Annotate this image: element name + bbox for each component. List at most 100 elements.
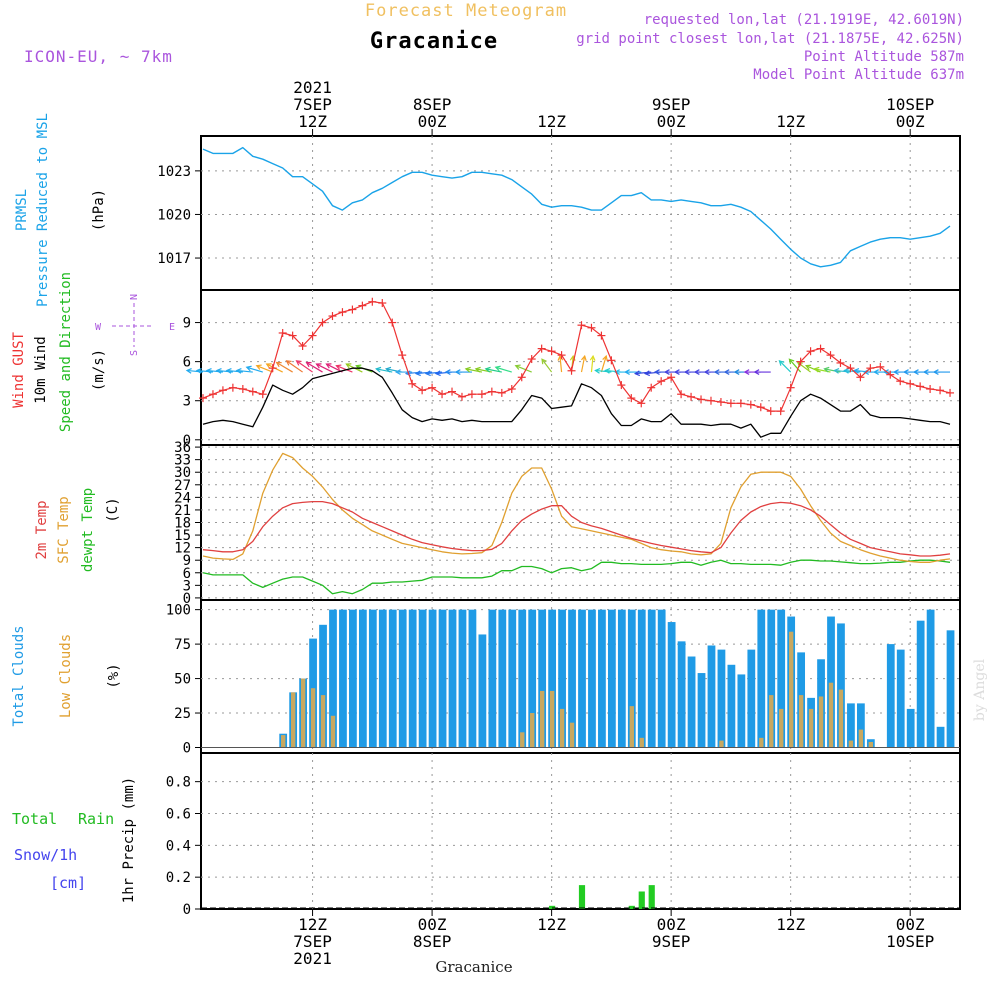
arrow-head bbox=[602, 354, 608, 362]
arrow-head bbox=[723, 369, 730, 375]
arrow-shaft bbox=[590, 355, 594, 373]
wind-label-10m: 10m Wind bbox=[33, 336, 49, 403]
compass-south: S bbox=[129, 350, 140, 356]
total-cloud-bar bbox=[657, 609, 666, 748]
wind-direction-arrow bbox=[633, 370, 652, 377]
location-title: Gracanice bbox=[370, 29, 498, 54]
y-tick-label: 9 bbox=[183, 316, 191, 332]
arrow-shaft bbox=[824, 368, 841, 373]
gust-marker bbox=[428, 383, 437, 392]
gust-marker bbox=[587, 323, 596, 332]
gust-marker bbox=[358, 301, 367, 310]
arrow-shaft bbox=[256, 365, 273, 373]
wind-direction-arrow bbox=[843, 367, 861, 374]
y-tick-label: 6 bbox=[183, 566, 191, 582]
y-tick-label: 15 bbox=[174, 528, 191, 544]
wind-label-gust: Wind GUST bbox=[11, 332, 27, 408]
total-cloud-bar bbox=[538, 609, 547, 748]
arrow-head bbox=[873, 369, 879, 375]
gust-marker bbox=[607, 356, 616, 365]
wind-direction-arrow bbox=[823, 366, 841, 373]
gust-marker bbox=[457, 392, 466, 401]
arrow-head bbox=[345, 363, 352, 369]
low-cloud-bar bbox=[281, 735, 286, 748]
arrow-head bbox=[653, 369, 660, 375]
gust-marker bbox=[328, 312, 337, 321]
panel-frame bbox=[200, 135, 961, 291]
total-cloud-bar bbox=[578, 609, 586, 748]
arrow-shaft bbox=[316, 363, 333, 373]
arrow-head bbox=[514, 364, 521, 370]
total-cloud-bar bbox=[837, 623, 845, 748]
arrow-head bbox=[892, 369, 899, 375]
arrow-head bbox=[464, 366, 471, 373]
top-time-label: 12Z bbox=[776, 112, 805, 131]
watermark: by Angel bbox=[972, 658, 988, 721]
arrow-shaft bbox=[286, 360, 303, 373]
arrow-shaft bbox=[296, 360, 313, 373]
total-cloud-bar bbox=[827, 616, 835, 748]
wind-direction-arrow bbox=[275, 361, 293, 373]
wind-direction-arrow bbox=[245, 365, 263, 373]
arrow-shaft bbox=[336, 365, 353, 373]
y-tick-label: 0.8 bbox=[166, 775, 191, 791]
total-cloud-bar bbox=[598, 609, 606, 748]
gust-marker bbox=[886, 370, 895, 379]
wind-direction-arrow bbox=[305, 361, 323, 373]
gust-marker bbox=[617, 381, 626, 390]
total-cloud-bar bbox=[568, 609, 576, 748]
total-cloud-bar bbox=[916, 620, 925, 748]
y-tick-label: 0.6 bbox=[166, 806, 191, 822]
total-cloud-bar bbox=[687, 656, 696, 748]
total-cloud-bar bbox=[368, 609, 377, 748]
requested-lonlat: requested lon,lat (21.1919E, 42.6019N) bbox=[644, 12, 964, 28]
top-time-label-line: 9SEP bbox=[652, 95, 691, 114]
wind-direction-arrow bbox=[594, 367, 612, 374]
total-cloud-bar bbox=[339, 609, 347, 748]
temp-label-sfc: SFC Temp bbox=[56, 496, 72, 563]
low-cloud-bar bbox=[818, 696, 824, 748]
compass-west: W bbox=[95, 322, 102, 333]
top-time-label-line: 12Z bbox=[776, 112, 805, 131]
gust-marker bbox=[856, 373, 865, 382]
arrow-shaft bbox=[246, 366, 263, 373]
compass-east: E bbox=[169, 322, 175, 333]
wind-direction-arrow bbox=[285, 360, 303, 373]
2m-temp-line bbox=[202, 500, 951, 557]
y-tick-label: 36 bbox=[174, 440, 191, 456]
wind-direction-arrow bbox=[541, 358, 553, 373]
precip-label-snow: Snow/1h bbox=[14, 846, 77, 864]
top-time-label-line: 10SEP bbox=[886, 95, 934, 114]
total-cloud-bar bbox=[727, 664, 736, 748]
low-cloud-bar bbox=[858, 729, 864, 748]
gust-marker bbox=[527, 355, 536, 364]
pressure-line bbox=[202, 146, 951, 268]
gust-marker bbox=[637, 399, 646, 408]
top-time-label-line: 00Z bbox=[657, 112, 686, 131]
gust-marker bbox=[786, 383, 795, 392]
low-cloud-bar bbox=[559, 708, 565, 748]
panel-clouds: 0 25 50 75 100 bbox=[166, 599, 961, 756]
total-cloud-bar bbox=[906, 708, 915, 748]
arrow-head bbox=[843, 367, 850, 374]
clouds-label-total: Total Clouds bbox=[11, 625, 27, 726]
compass-icon: N S W E bbox=[95, 294, 175, 356]
arrow-head bbox=[394, 369, 401, 375]
gust-marker bbox=[567, 366, 576, 375]
bottom-time-label-line: 8SEP bbox=[413, 932, 452, 951]
arrow-head bbox=[245, 365, 252, 372]
arrow-head bbox=[215, 367, 222, 374]
low-cloud-bar bbox=[639, 737, 644, 748]
low-cloud-bar bbox=[838, 689, 844, 748]
arrow-shaft bbox=[236, 369, 253, 373]
wind-direction-arrow bbox=[315, 363, 333, 373]
gust-marker bbox=[716, 398, 725, 407]
arrow-head bbox=[912, 369, 919, 375]
gust-marker bbox=[726, 399, 735, 408]
clouds-label-low: Low Clouds bbox=[58, 634, 74, 718]
precip-label-rain: Rain bbox=[78, 810, 114, 828]
gust-marker bbox=[876, 362, 885, 371]
total-cloud-bar bbox=[637, 609, 646, 748]
arrow-head bbox=[853, 367, 860, 374]
